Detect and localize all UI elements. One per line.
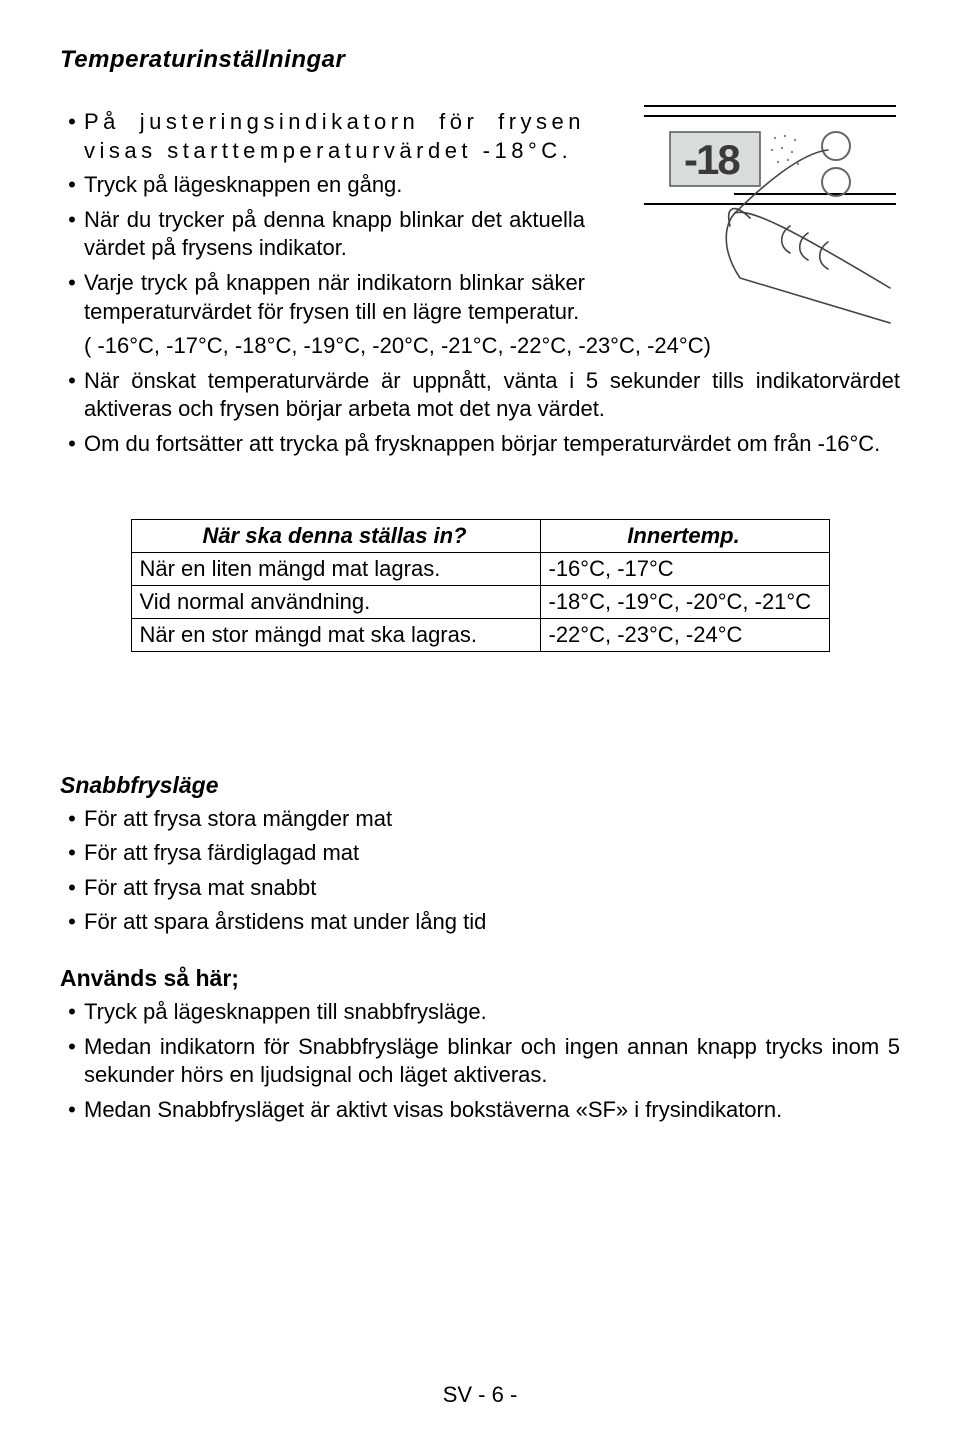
- table-cell: -18°C, -19°C, -20°C, -21°C: [540, 585, 829, 618]
- table-row: När en stor mängd mat ska lagras. -22°C,…: [131, 618, 829, 651]
- intro-block: -18: [60, 108, 900, 459]
- temperature-table: När ska denna ställas in? Innertemp. När…: [131, 519, 830, 652]
- snabbfrys-title: Snabbfrysläge: [60, 772, 900, 799]
- bullet-text: På justeringsindikatorn för frysen visas…: [84, 108, 585, 165]
- svg-text:-18: -18: [684, 136, 740, 183]
- bullet-text: Tryck på lägesknappen en gång.: [84, 171, 585, 200]
- table-row: När en liten mängd mat lagras. -16°C, -1…: [131, 552, 829, 585]
- table-cell: Vid normal användning.: [131, 585, 540, 618]
- table-row: Vid normal användning. -18°C, -19°C, -20…: [131, 585, 829, 618]
- temp-range: ( -16°C, -17°C, -18°C, -19°C, -20°C, -21…: [84, 332, 900, 361]
- table-cell: När en stor mängd mat ska lagras.: [131, 618, 540, 651]
- table-cell: -22°C, -23°C, -24°C: [540, 618, 829, 651]
- usage-title: Används så här;: [60, 965, 900, 992]
- bullet-text: Tryck på lägesknappen till snabbfrysläge…: [84, 998, 900, 1027]
- snabbfrys-list: •För att frysa stora mängder mat •För at…: [60, 805, 900, 937]
- bullet-text: För att frysa stora mängder mat: [84, 805, 900, 834]
- bullet-text: För att frysa färdiglagad mat: [84, 839, 900, 868]
- intro-bullets: •På justeringsindikatorn för frysen visa…: [60, 108, 585, 326]
- table-header: Innertemp.: [540, 519, 829, 552]
- intro-bullets-full: ( -16°C, -17°C, -18°C, -19°C, -20°C, -21…: [60, 332, 900, 458]
- section-title: Temperaturinställningar: [60, 46, 900, 74]
- table-cell: -16°C, -17°C: [540, 552, 829, 585]
- bullet-text: När du trycker på denna knapp blinkar de…: [84, 206, 585, 263]
- page-footer: SV - 6 -: [0, 1382, 960, 1408]
- bullet-text: För att frysa mat snabbt: [84, 874, 900, 903]
- bullet-text: Medan Snabbfrysläget är aktivt visas bok…: [84, 1096, 900, 1125]
- usage-list: •Tryck på lägesknappen till snabbfrysläg…: [60, 998, 900, 1124]
- table-header: När ska denna ställas in?: [131, 519, 540, 552]
- bullet-text: Varje tryck på knappen när indikatorn bl…: [84, 269, 585, 326]
- bullet-text: När önskat temperaturvärde är uppnått, v…: [84, 367, 900, 424]
- bullet-text: För att spara årstidens mat under lång t…: [84, 908, 900, 937]
- table-cell: När en liten mängd mat lagras.: [131, 552, 540, 585]
- display-diagram: -18: [640, 98, 900, 328]
- bullet-text: Medan indikatorn för Snabbfrysläge blink…: [84, 1033, 900, 1090]
- bullet-text: Om du fortsätter att trycka på frysknapp…: [84, 430, 900, 459]
